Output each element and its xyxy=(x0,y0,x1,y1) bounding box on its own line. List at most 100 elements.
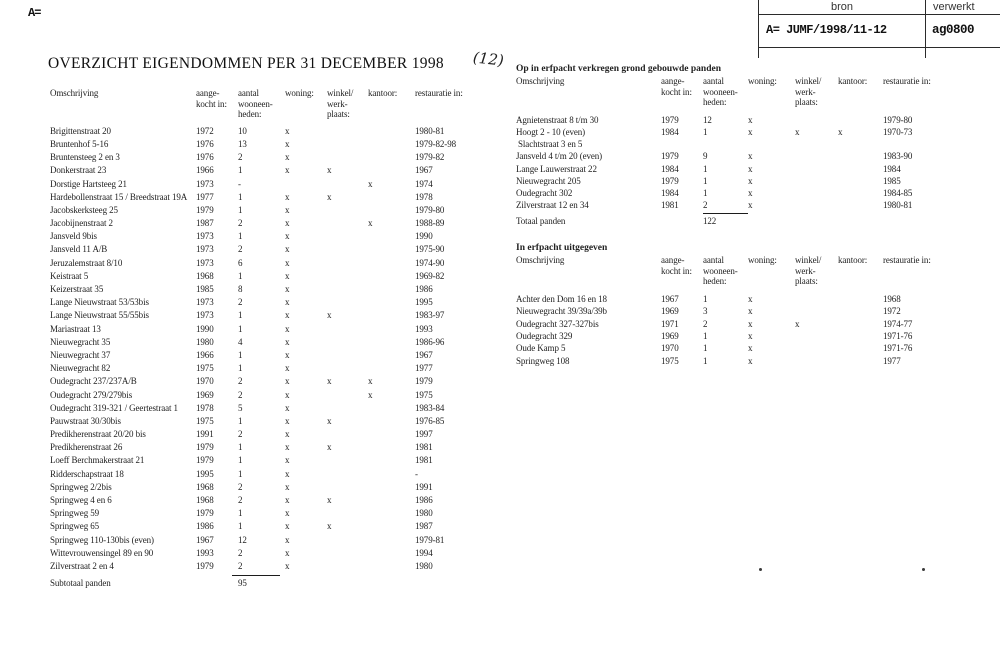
cell-woning: x xyxy=(748,163,753,174)
cell-rest: 1979-80 xyxy=(415,204,445,215)
cell-units: 2 xyxy=(238,152,243,163)
cell-name: Lange Lauwerstraat 22 xyxy=(516,163,597,174)
page-title: OVERZICHT EIGENDOMMEN PER 31 DECEMBER 19… xyxy=(48,55,444,72)
col-header-winkel: winkel/ werk- plaats: xyxy=(327,88,354,120)
table-row: Donkerstraat 23 1966 1 x x 1967 xyxy=(50,164,512,177)
cell-name: Hardebollenstraat 15 / Breedstraat 19A xyxy=(50,191,188,202)
cell-units: 1 xyxy=(238,508,243,519)
stamp-box-divider xyxy=(925,0,926,58)
table-row: Bruntensteeg 2 en 3 1976 2 x 1979-82 xyxy=(50,151,512,164)
cell-units: 1 xyxy=(238,165,243,176)
col-header-aantal: aantal wooneen- heden: xyxy=(703,255,738,287)
cell-rest: 1987 xyxy=(415,521,433,532)
cell-units: 1 xyxy=(238,468,243,479)
cell-year: 1968 xyxy=(196,495,214,506)
cell-rest: 1977 xyxy=(883,355,901,366)
table-row: Jeruzalemstraat 8/10 1973 6 x 1974-90 xyxy=(50,257,512,270)
total-rule xyxy=(703,213,748,215)
cell-rest: 1988-89 xyxy=(415,218,445,229)
cell-rest: - xyxy=(415,468,418,479)
cell-rest: 1983-90 xyxy=(883,151,913,162)
subtotal-rule xyxy=(232,575,280,577)
cell-winkel: x xyxy=(327,165,332,176)
cell-woning: x xyxy=(285,376,290,387)
cell-rest: 1978 xyxy=(415,191,433,202)
cell-rest: 1980 xyxy=(415,560,433,571)
col-header-kantoor: kantoor: xyxy=(838,255,868,265)
cell-year: 1969 xyxy=(196,389,214,400)
table-row: Lange Nieuwstraat 55/55bis 1973 1 x x 1983-97 xyxy=(50,309,512,322)
cell-woning: x xyxy=(748,330,753,341)
cell-units: 2 xyxy=(238,495,243,506)
col-header-aantal: aantal wooneen- heden: xyxy=(703,76,738,108)
cell-units: 6 xyxy=(238,257,243,268)
cell-name: Nieuwegracht 37 xyxy=(50,349,111,360)
cell-units: 1 xyxy=(703,343,708,354)
cell-winkel: x xyxy=(327,442,332,453)
cell-name: Zilverstraat 12 en 34 xyxy=(516,200,589,211)
total-row: Totaal panden 122 xyxy=(516,215,986,227)
cell-year: 1979 xyxy=(196,560,214,571)
cell-name: Pauwstraat 30/30bis xyxy=(50,415,121,426)
cell-name: Keistraat 5 xyxy=(50,270,89,281)
cell-rest: 1976-85 xyxy=(415,415,445,426)
cell-woning: x xyxy=(285,284,290,295)
cell-rest: 1990 xyxy=(415,231,433,242)
cell-rest: 1984-85 xyxy=(883,187,913,198)
cell-units: 2 xyxy=(238,429,243,440)
cell-woning: x xyxy=(285,508,290,519)
cell-name: Loeff Berchmakerstraat 21 xyxy=(50,455,145,466)
table-row: Zilverstraat 2 en 4 1979 2 x 1980 xyxy=(50,560,512,573)
cell-units: 2 xyxy=(238,481,243,492)
cell-woning: x xyxy=(748,151,753,162)
cell-units: 2 xyxy=(238,376,243,387)
table-row: Wittevrouwensingel 89 en 90 1993 2 x 1994 xyxy=(50,547,512,560)
cell-units: 3 xyxy=(703,306,708,317)
table-row: Jansveld 4 t/m 20 (even) 1979 9 x 1983-90 xyxy=(516,150,986,162)
cell-woning: x xyxy=(285,336,290,347)
cell-units: 2 xyxy=(703,318,708,329)
col-header-winkel: winkel/ werk- plaats: xyxy=(795,255,822,287)
cell-year: 1990 xyxy=(196,323,214,334)
cell-rest: 1980-81 xyxy=(883,200,913,211)
cell-rest: 1985 xyxy=(883,175,901,186)
cell-year: 1985 xyxy=(196,284,214,295)
cell-units: 1 xyxy=(238,521,243,532)
cell-woning: x xyxy=(285,323,290,334)
cell-rest: 1970-73 xyxy=(883,126,913,137)
cell-name: Springweg 65 xyxy=(50,521,100,532)
cell-units: 1 xyxy=(238,442,243,453)
cell-woning: x xyxy=(285,244,290,255)
cell-rest: 1991 xyxy=(415,481,433,492)
table-row: Keizerstraat 35 1985 8 x 1986 xyxy=(50,283,512,296)
cell-woning: x xyxy=(748,126,753,137)
table-row: Lange Lauwerstraat 22 1984 1 x 1984 xyxy=(516,163,986,175)
cell-units: 2 xyxy=(238,389,243,400)
stamp-box-bottom-rule xyxy=(758,47,1000,48)
cell-name: Predikherenstraat 26 xyxy=(50,442,123,453)
cell-woning: x xyxy=(285,270,290,281)
cell-rest: 1974 xyxy=(415,178,433,189)
col-header-woning: woning: xyxy=(748,76,777,86)
cell-woning: x xyxy=(285,495,290,506)
cell-year: 1969 xyxy=(661,306,679,317)
col-header-omschrijving: Omschrijving xyxy=(516,255,565,265)
table-row: Springweg 108 1975 1 x 1977 xyxy=(516,355,986,367)
cell-name: Jacobskerksteeg 25 xyxy=(50,204,118,215)
table-row: Jacobskerksteeg 25 1979 1 x 1979-80 xyxy=(50,204,512,217)
cell-woning: x xyxy=(285,415,290,426)
cell-name: Agnietenstraat 8 t/m 30 xyxy=(516,114,599,125)
cell-name: Nieuwegracht 205 xyxy=(516,175,581,186)
table-row: Oudegracht 302 1984 1 x 1984-85 xyxy=(516,187,986,199)
cell-woning: x xyxy=(285,442,290,453)
cell-woning: x xyxy=(285,560,290,571)
cell-rest: 1979 xyxy=(415,376,433,387)
cell-rest: 1977 xyxy=(415,363,433,374)
cell-woning: x xyxy=(285,138,290,149)
table-row: Oudegracht 319-321 / Geertestraat 1 1978 5… xyxy=(50,402,512,415)
cell-name: Springweg 2/2bis xyxy=(50,481,112,492)
cell-woning: x xyxy=(285,547,290,558)
subtotal-label: Subtotaal panden xyxy=(50,578,111,589)
cell-woning: x xyxy=(748,175,753,186)
cell-year: 1973 xyxy=(196,297,214,308)
